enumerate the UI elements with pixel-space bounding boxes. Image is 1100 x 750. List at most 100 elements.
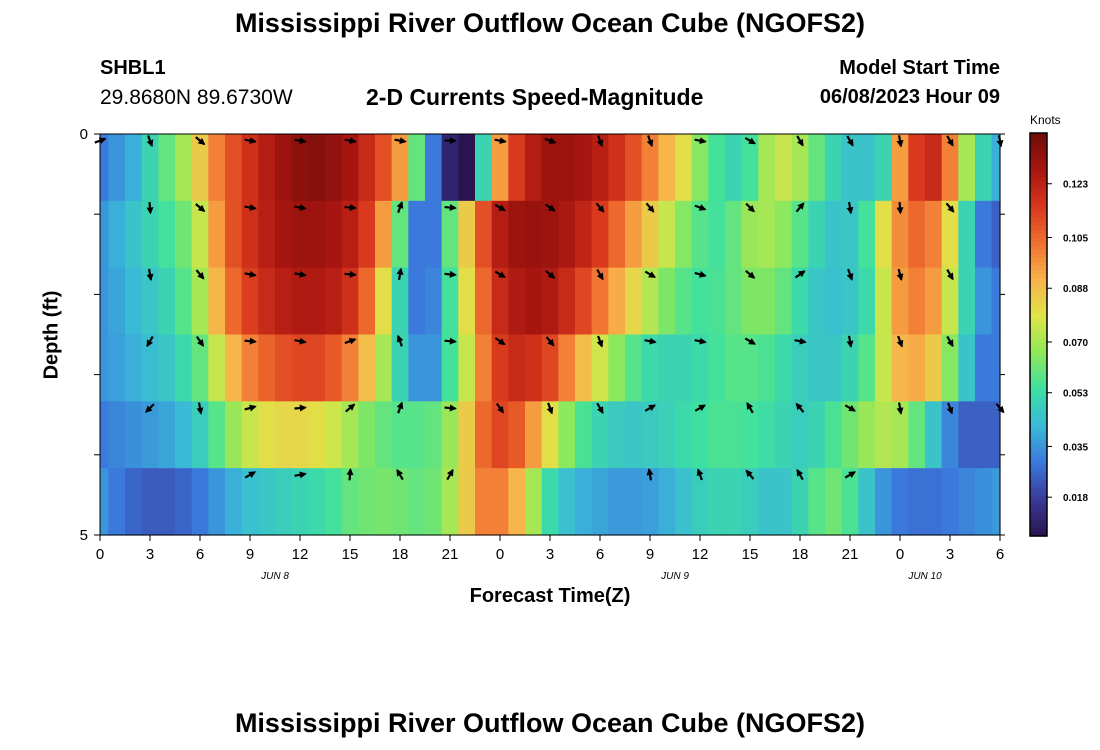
- colorbar-segment: [1030, 447, 1047, 452]
- heat-cell: [375, 468, 393, 536]
- date-label: JUN 10: [907, 571, 942, 582]
- colorbar-frame: [1029, 132, 1048, 537]
- heat-cell: [558, 134, 576, 202]
- heat-cell: [941, 200, 959, 269]
- vector-arrow: [495, 402, 505, 414]
- heat-cell: [841, 267, 859, 336]
- heat-cell: [791, 334, 809, 402]
- heat-cell: [625, 401, 643, 469]
- heat-cell: [158, 267, 176, 336]
- heat-cell: [458, 134, 476, 202]
- heat-cell: [125, 401, 143, 469]
- heat-cell: [275, 134, 293, 202]
- vector-arrow: [145, 403, 155, 413]
- vector-arrow: [444, 404, 457, 412]
- heat-cell: [691, 267, 709, 336]
- colorbar-segment: [1030, 511, 1047, 517]
- x-tick-label: 3: [546, 546, 554, 563]
- heat-cell: [591, 468, 609, 536]
- x-axis: 0 3 6 9 12 15 18 21 0 3 6 9 12 15 18 21 0 3 6 JUN 8 JUN 9 JUN…: [96, 535, 1004, 582]
- heat-cell: [225, 200, 243, 269]
- heat-cell: [925, 401, 943, 469]
- heat-cell: [925, 200, 943, 269]
- y-tick-label: 0: [80, 126, 88, 143]
- heat-cell: [241, 468, 259, 536]
- heat-cell: [375, 401, 393, 469]
- colorbar-segment: [1030, 419, 1047, 424]
- heat-cell: [841, 200, 859, 269]
- heat-cell: [441, 468, 459, 536]
- vector-arrow: [444, 337, 457, 345]
- colorbar-segment: [1030, 354, 1047, 360]
- heat-cell: [891, 401, 909, 469]
- heat-cell: [591, 200, 609, 269]
- heat-cell: [741, 468, 759, 536]
- colorbar-segment: [1030, 229, 1047, 235]
- vector-arrow: [545, 269, 556, 279]
- heat-cell: [475, 200, 493, 269]
- heat-cell: [775, 468, 793, 536]
- chart-subtitle: 2-D Currents Speed-Magnitude: [366, 84, 704, 110]
- heat-cell: [275, 468, 293, 536]
- heat-cell: [725, 468, 743, 536]
- heat-cell: [141, 134, 159, 202]
- vector-arrow: [596, 402, 604, 414]
- colorbar-segment: [1030, 499, 1047, 505]
- vector-arrow: [796, 135, 804, 147]
- heat-cell: [341, 334, 359, 402]
- vector-arrow: [244, 404, 257, 412]
- colorbar-segment: [1030, 141, 1047, 146]
- colorbar-segment: [1030, 515, 1047, 521]
- heat-cell: [941, 401, 959, 469]
- vector-arrow: [946, 402, 954, 415]
- heat-cell: [458, 267, 476, 336]
- heat-cell: [425, 334, 443, 402]
- heat-cell: [775, 134, 793, 202]
- heat-cell: [625, 200, 643, 269]
- heat-cell: [158, 134, 176, 202]
- heat-cell: [408, 200, 426, 269]
- heat-cell: [891, 134, 909, 202]
- heat-cell: [541, 200, 559, 269]
- colorbar-segment: [1030, 491, 1047, 497]
- vector-arrow: [646, 468, 654, 481]
- heatmap-cells: [100, 134, 1001, 536]
- vector-arrow: [545, 336, 555, 347]
- vector-arrow: [596, 335, 604, 348]
- heat-cell: [491, 334, 509, 402]
- heat-cell: [641, 134, 659, 202]
- colorbar-segment: [1030, 370, 1047, 376]
- colorbar-segment: [1030, 278, 1047, 283]
- heat-cell: [708, 134, 726, 202]
- colorbar-tick-label: 0.053: [1063, 389, 1088, 400]
- heat-cell: [441, 267, 459, 336]
- colorbar-segment: [1030, 322, 1047, 328]
- vector-arrow: [694, 204, 707, 211]
- heat-cell: [858, 267, 876, 336]
- vector-arrow: [846, 135, 854, 147]
- heat-cell: [358, 200, 376, 269]
- vector-arrow: [795, 202, 805, 213]
- colorbar-segment: [1030, 177, 1047, 182]
- heat-cell: [858, 200, 876, 269]
- heat-cell: [491, 401, 509, 469]
- vector-arrow: [344, 203, 357, 212]
- vector-arrow: [446, 468, 454, 481]
- heat-cell: [591, 401, 609, 469]
- heat-cell: [258, 401, 276, 469]
- x-tick-label: 18: [392, 546, 409, 563]
- colorbar-segment: [1030, 423, 1047, 428]
- vector-arrow: [745, 469, 755, 480]
- heat-cell: [841, 468, 859, 536]
- heat-cell: [325, 401, 343, 469]
- heat-cell: [725, 267, 743, 336]
- heat-cell: [708, 334, 726, 402]
- colorbar-segment: [1030, 386, 1047, 392]
- colorbar-segment: [1030, 527, 1047, 533]
- colorbar-segment: [1030, 507, 1047, 513]
- vector-arrow: [896, 268, 904, 282]
- heat-cell: [725, 200, 743, 269]
- colorbar-segment: [1030, 270, 1047, 275]
- heat-cell: [308, 200, 326, 269]
- heat-cell: [325, 200, 343, 269]
